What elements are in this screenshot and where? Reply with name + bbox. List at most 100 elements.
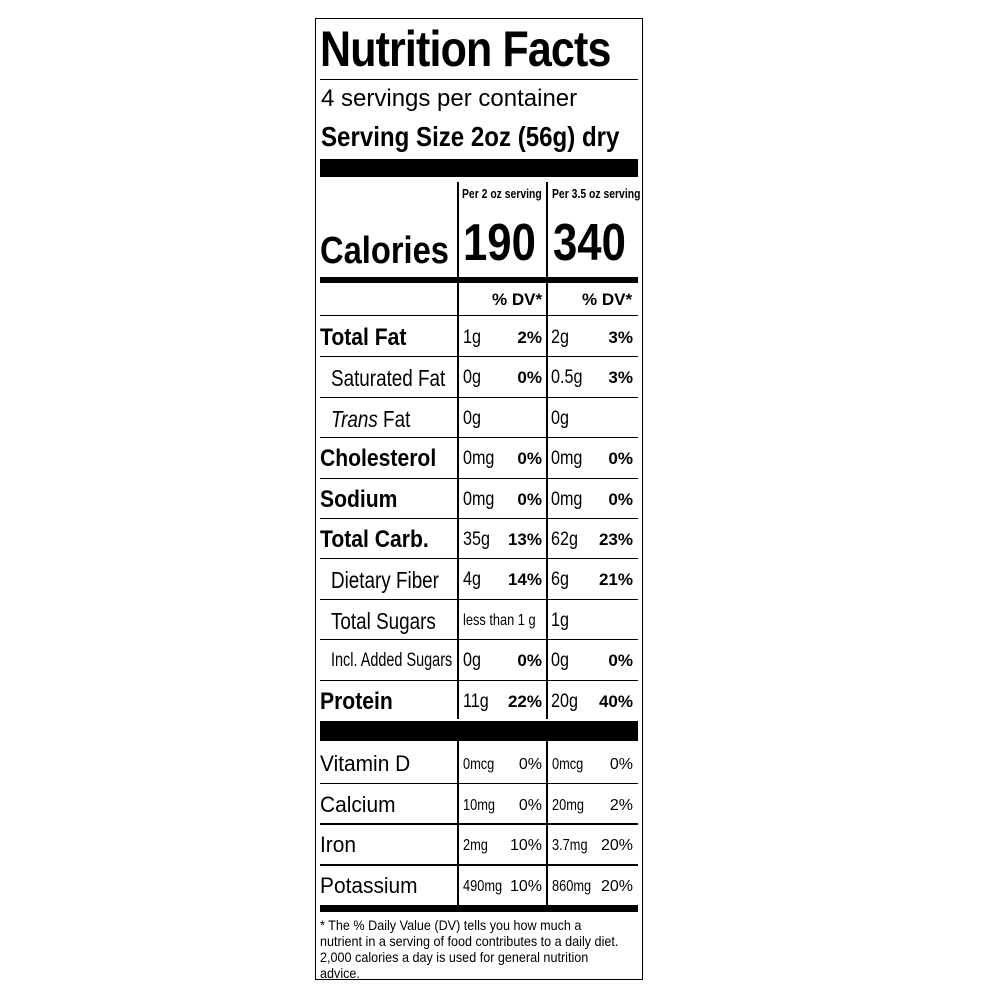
- vitamin-dv-col2: 20%: [600, 877, 633, 895]
- footnote: * The % Daily Value (DV) tells you how m…: [320, 917, 619, 980]
- dv-header-rule: [320, 315, 638, 316]
- vitamin-row-rule: [320, 823, 638, 825]
- label-title: Nutrition Facts: [320, 21, 611, 77]
- nutrient-name: Total Fat: [320, 323, 418, 353]
- amount-col2: 0mg: [551, 448, 583, 470]
- nutrient-row: Cholesterol 0mg 0% 0mg 0%: [316, 438, 642, 479]
- nutrient-row: Dietary Fiber 4g 14% 6g 21%: [316, 559, 642, 600]
- column-divider-2: [546, 182, 548, 719]
- thick-divider-mid: [320, 721, 638, 741]
- nutrient-row: Trans Fat 0g 0g: [316, 398, 642, 439]
- amount-col2: 0g: [551, 650, 569, 672]
- vitamin-dv-col2: 0%: [609, 756, 633, 773]
- thick-divider-top: [320, 159, 638, 177]
- nutrient-name-text: Total Fat: [320, 324, 407, 351]
- servings-per-container: 4 servings per container: [321, 85, 578, 112]
- dv-col2: 40%: [598, 691, 633, 711]
- nutrient-name: Total Carb.: [320, 525, 444, 555]
- nutrient-name-text: Fat: [377, 405, 411, 432]
- nutrient-row: Protein 11g 22% 20g 40%: [316, 681, 642, 722]
- amount-col2: 0.5g: [551, 367, 583, 389]
- amount-col2: 2g: [551, 327, 569, 348]
- vitamin-name: Vitamin D: [320, 751, 411, 776]
- column-header-2: Per 3.5 oz serving: [552, 186, 641, 201]
- row-rule: [320, 639, 638, 641]
- vitamin-dv-col1: 10%: [509, 837, 542, 854]
- vitamin-amount-col1: 10mg: [463, 796, 496, 814]
- vitamin-row: Calcium 10mg 0% 20mg 2%: [316, 784, 642, 824]
- nutrition-label: Nutrition Facts 4 servings per container…: [315, 18, 643, 980]
- vitamin-row: Vitamin D 0mcg 0% 0mcg 0%: [316, 743, 642, 783]
- dv-header-2: % DV*: [582, 290, 633, 309]
- nutrient-name-text: Incl. Added Sugars: [331, 650, 453, 672]
- vitamin-dv-col1: 0%: [518, 756, 542, 773]
- vitamin-amount-col2: 20mg: [552, 796, 585, 814]
- vitamin-dv-col2: 2%: [609, 796, 633, 814]
- nutrient-name: Sodium: [320, 485, 408, 515]
- nutrient-row: Saturated Fat 0g 0% 0.5g 3%: [316, 357, 642, 398]
- vitamin-amount-col1: 2mg: [463, 837, 488, 854]
- vitamin-name: Potassium: [320, 872, 418, 898]
- nutrient-name: Trans Fat: [331, 404, 428, 434]
- nutrient-name-text: Saturated Fat: [331, 365, 446, 392]
- column-header-1: Per 2 oz serving: [462, 186, 542, 201]
- vitamin-dv-col2: 20%: [600, 837, 633, 854]
- vitamin-amount-col1: 490mg: [463, 877, 503, 895]
- row-rule: [320, 396, 638, 398]
- vitamin-dv-col1: 10%: [509, 877, 542, 895]
- dv-col2: 21%: [598, 570, 633, 590]
- dv-col2: 0%: [608, 489, 633, 509]
- row-rule: [320, 598, 638, 600]
- dv-col2: 0%: [608, 651, 633, 671]
- vitamin-amount-col2: 0mcg: [552, 756, 584, 773]
- dv-header-1: % DV*: [492, 290, 543, 309]
- amount-col1: less than 1 g: [463, 611, 536, 629]
- nutrient-name: Saturated Fat: [331, 363, 470, 393]
- row-rule: [320, 437, 638, 439]
- vitamin-name: Iron: [320, 832, 357, 857]
- amount-col1: 11g: [463, 690, 489, 712]
- nutrient-row: Total Sugars less than 1 g 1g: [316, 600, 642, 641]
- dv-col1: 0%: [517, 368, 542, 388]
- vitamin-amount-col2: 860mg: [552, 877, 592, 895]
- vitamin-row-rule: [320, 863, 638, 866]
- vitamin-row: Potassium 490mg 10% 860mg 20%: [316, 865, 642, 905]
- dv-col2: 23%: [598, 530, 633, 549]
- amount-col2: 62g: [551, 529, 578, 550]
- nutrient-row: Sodium 0mg 0% 0mg 0%: [316, 479, 642, 520]
- vitamin-name: Calcium: [320, 791, 396, 817]
- vitamin-row: Iron 2mg 10% 3.7mg 20%: [316, 824, 642, 864]
- nutrient-row: Total Carb. 35g 13% 62g 23%: [316, 519, 642, 560]
- amount-col1: 4g: [463, 569, 481, 591]
- nutrient-name-italic: Trans: [331, 405, 378, 432]
- dv-col2: 3%: [608, 368, 633, 388]
- amount-col2: 20g: [551, 690, 578, 712]
- nutrient-name: Protein: [320, 687, 403, 717]
- amount-col1: 0g: [463, 407, 481, 429]
- amount-col1: 35g: [463, 529, 490, 550]
- amount-col1: 0mg: [463, 448, 495, 470]
- nutrient-name: Incl. Added Sugars: [331, 646, 491, 676]
- amount-col1: 1g: [463, 327, 481, 348]
- nutrient-name-text: Total Carb.: [320, 526, 429, 553]
- amount-col2: 6g: [551, 569, 569, 591]
- title-rule: [320, 79, 638, 80]
- row-rule: [320, 518, 638, 519]
- nutrient-name: Dietary Fiber: [331, 565, 463, 595]
- amount-col1: 0mg: [463, 488, 495, 510]
- nutrient-name-text: Dietary Fiber: [331, 567, 439, 594]
- dv-col1: 0%: [517, 489, 542, 509]
- dv-col2: 3%: [608, 328, 633, 347]
- dv-col2: 0%: [608, 449, 633, 469]
- serving-size: Serving Size 2oz (56g) dry: [321, 121, 620, 152]
- amount-col1: 0g: [463, 650, 481, 672]
- dv-col1: 22%: [507, 691, 542, 711]
- dv-col1: 0%: [517, 651, 542, 671]
- thick-divider-bottom: [320, 905, 638, 912]
- dv-col1: 14%: [507, 570, 542, 590]
- column-divider-1: [457, 182, 459, 719]
- calories-divider: [320, 277, 638, 283]
- calories-value-2: 340: [553, 214, 626, 272]
- vitamin-amount-col1: 0mcg: [463, 756, 495, 773]
- row-rule: [320, 477, 638, 479]
